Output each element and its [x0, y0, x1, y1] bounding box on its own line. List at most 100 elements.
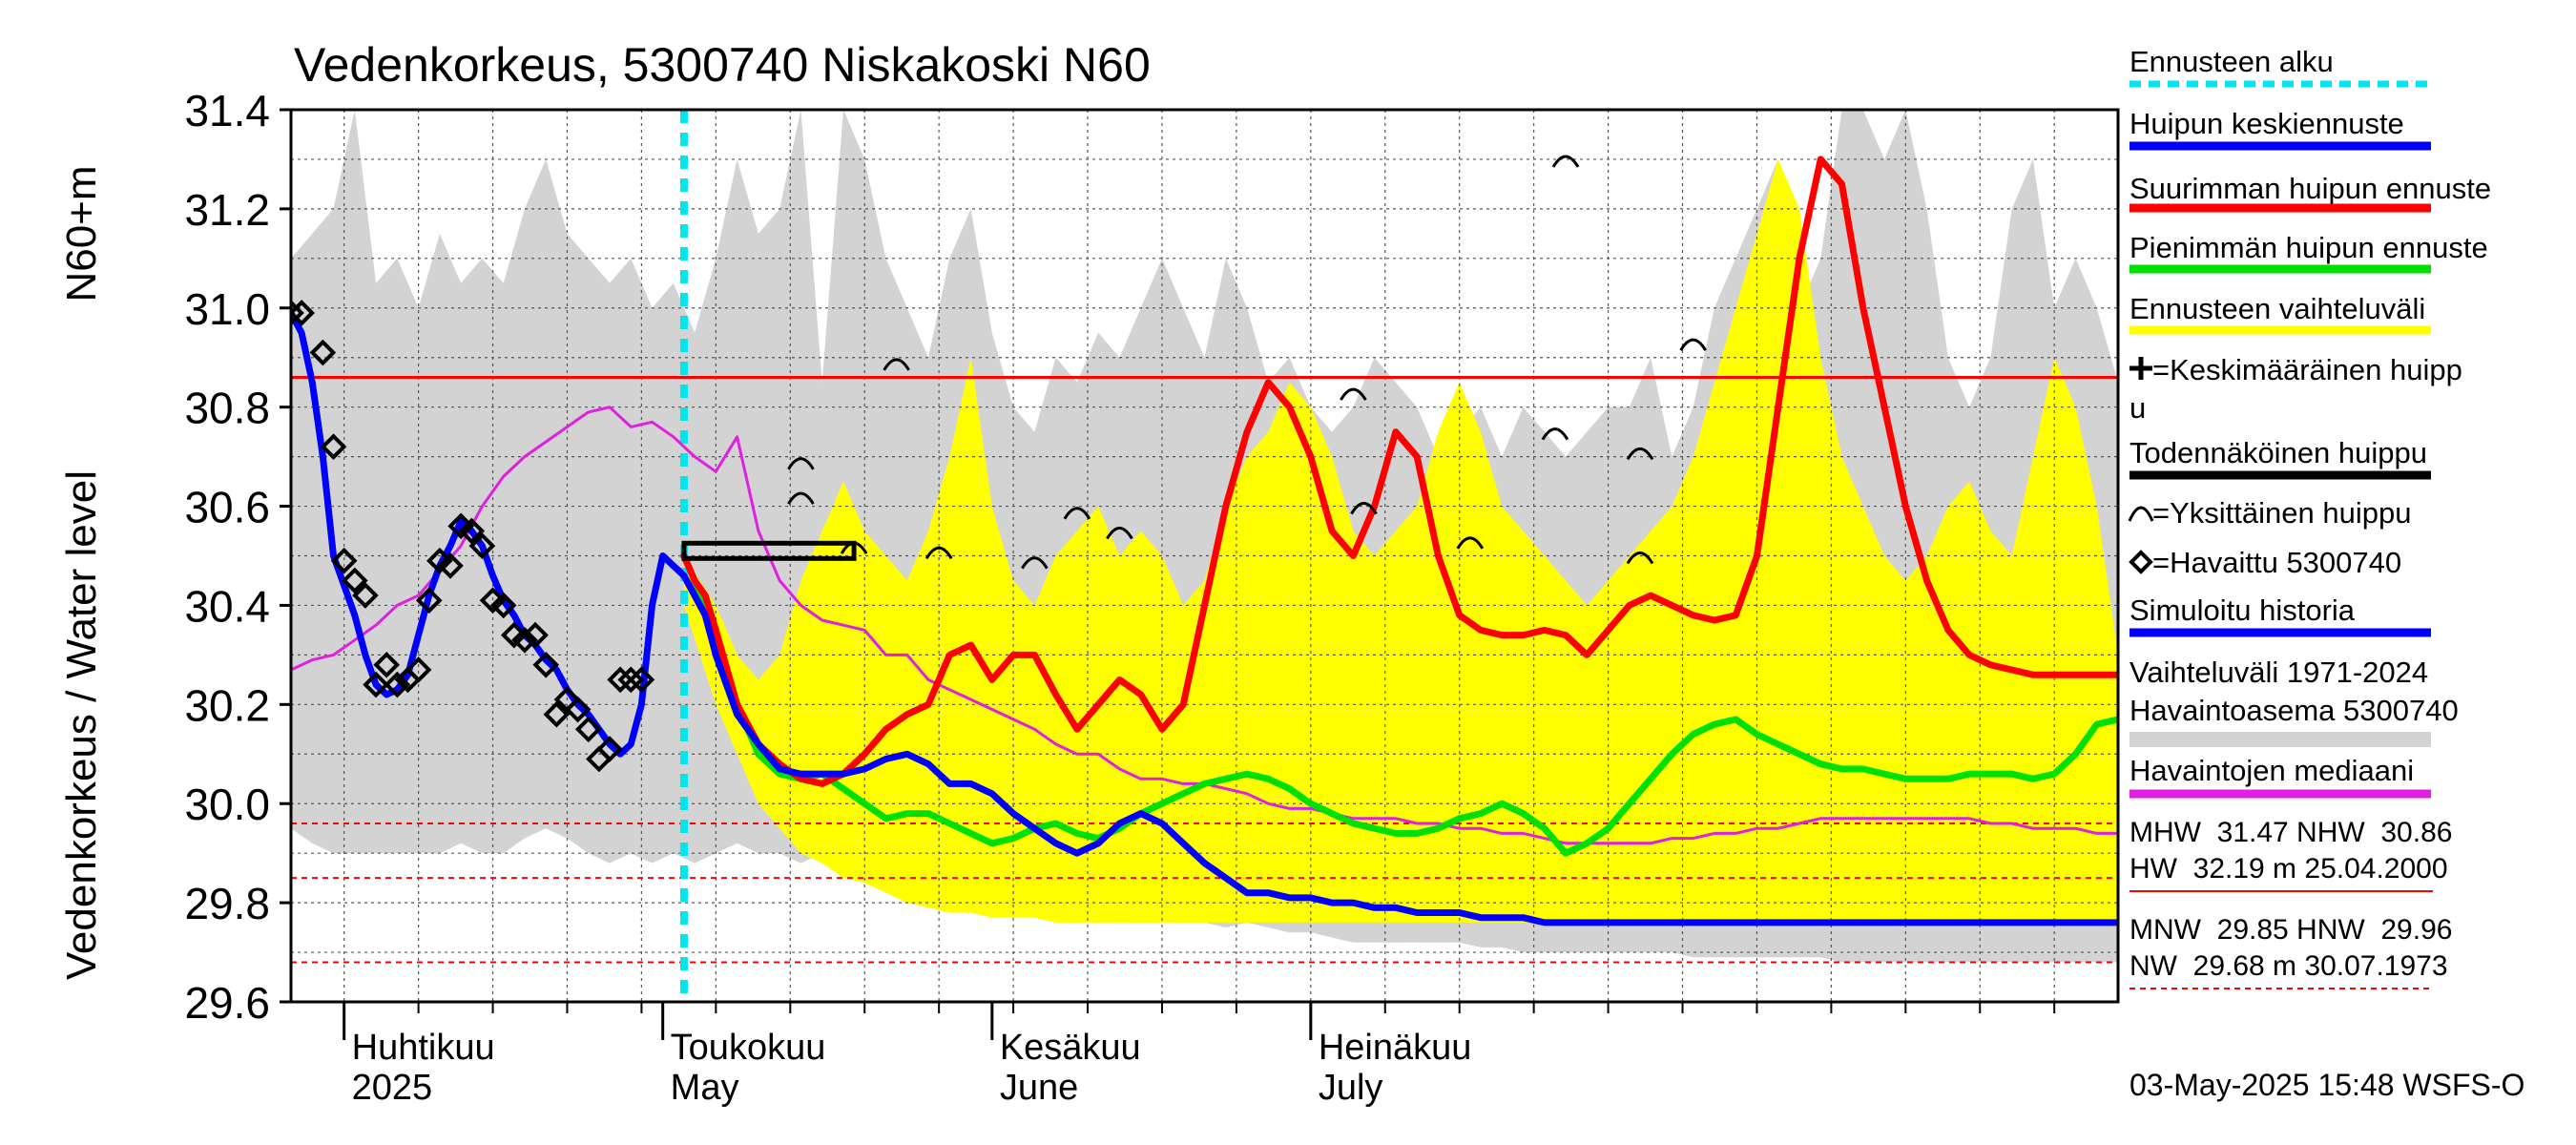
month-label-fi: Heinäkuu [1319, 1028, 1472, 1068]
legend-label: Simuloitu historia [2129, 593, 2356, 627]
y-tick-label: 30.4 [184, 581, 270, 631]
stats-block: MHW 31.47 NHW 30.86 HW 32.19 m 25.04.200… [2129, 817, 2452, 989]
observed-point [291, 300, 304, 326]
y-axis-label-right: N60+m [58, 165, 105, 302]
y-tick-label: 31.0 [184, 284, 270, 334]
chart-title: Vedenkorkeus, 5300740 Niskakoski N60 [294, 38, 1151, 92]
observed-point [341, 567, 368, 594]
probable-peak-bar [681, 540, 857, 561]
stats-line-4: NW 29.68 m 30.07.1973 [2129, 950, 2448, 982]
legend-label: Vaihteluväli 1971-2024 [2129, 656, 2428, 689]
month-label-fi: Toukokuu [671, 1028, 826, 1068]
y-tick-label: 30.6 [184, 483, 270, 532]
observed-point [628, 666, 655, 694]
y-axis-ticks: 29.6 29.8 30.0 30.2 30.4 30.6 30.8 31.0 31.2 31.4 [184, 86, 291, 1028]
individual-peak-marker [1456, 536, 1485, 550]
y-axis-label-left: Vedenkorkeus / Water level [58, 470, 105, 980]
observed-point [363, 671, 389, 698]
legend-label: =Yksittäinen huippu [2152, 496, 2411, 530]
month-label-en: 2025 [352, 1068, 433, 1108]
series-pienimm-n-huipun-ennuste [680, 552, 2118, 857]
observed-point [543, 700, 571, 728]
probable-peak [681, 540, 857, 561]
individual-peak-marker [1063, 507, 1091, 520]
forecast-range-band [683, 158, 2118, 923]
reference-lines [291, 376, 2118, 964]
plot-area [291, 110, 2118, 1002]
individual-peak-marker [787, 457, 815, 470]
legend-label: Pienimmän huipun ennuste [2129, 231, 2488, 264]
individual-peak-marker [1106, 527, 1133, 540]
grid [291, 110, 2118, 1002]
legend-label: =Havaittu 5300740 [2152, 546, 2401, 579]
observed-point [309, 339, 337, 366]
individual-peak-marker [924, 546, 953, 560]
observed-point [291, 300, 315, 326]
observed-point [468, 532, 496, 559]
month-label-fi: Kesäkuu [1000, 1028, 1141, 1068]
month-label-fi: Huhtikuu [352, 1028, 495, 1068]
y-tick-label: 30.8 [184, 384, 270, 433]
legend-diamond-icon [2129, 550, 2153, 574]
observed-point [437, 552, 464, 579]
legend: Ennusteen alku Huipun keskiennuste Suurimm… [2128, 45, 2491, 799]
legend-label: Huipun keskiennuste [2129, 107, 2404, 140]
individual-peak-marker [787, 491, 815, 505]
legend-label: Todennäköinen huippu [2129, 436, 2427, 469]
y-tick-label: 29.8 [184, 879, 270, 928]
stats-line-3: MNW 29.85 HNW 29.96 [2129, 914, 2452, 946]
observed-point [607, 666, 634, 694]
stats-line-1: MHW 31.47 NHW 30.86 [2129, 817, 2452, 848]
individual-peak-marker [840, 541, 868, 554]
y-tick-label: 31.4 [184, 86, 270, 135]
individual-peak-marker [1626, 447, 1654, 461]
observed-point [320, 433, 347, 461]
individual-peak-marker [1541, 427, 1569, 441]
observed-point [352, 582, 379, 609]
observed-point [458, 517, 486, 545]
legend-swatch [2129, 732, 2431, 747]
month-label-en: June [1000, 1068, 1078, 1108]
observed-point [532, 651, 560, 678]
observed-point [384, 671, 411, 698]
observed-point [330, 547, 358, 574]
series-suurimman-huipun-ennuste [680, 156, 2118, 787]
observed-point [564, 696, 592, 723]
y-tick-label: 30.0 [184, 780, 270, 829]
individual-peak-marker [1350, 502, 1378, 515]
month-label-en: July [1319, 1068, 1383, 1108]
observed-point [511, 626, 538, 654]
y-tick-label: 31.2 [184, 185, 270, 235]
legend-label: Havaintojen mediaani [2129, 754, 2414, 787]
legend-label-2: u [2129, 391, 2146, 425]
individual-peak-marker [1021, 556, 1049, 570]
month-label-en: May [671, 1068, 739, 1108]
observed-point [489, 592, 517, 619]
stats-line-2: HW 32.19 m 25.04.2000 [2129, 853, 2448, 885]
individual-peak-marker [1626, 552, 1654, 565]
observed-point [617, 666, 645, 694]
y-tick-label: 30.2 [184, 680, 270, 730]
observed-point [522, 621, 549, 649]
legend-label: Ennusteen vaihteluväli [2129, 292, 2425, 325]
individual-peak-marker [1679, 338, 1707, 351]
legend-label-2: Havaintoasema 5300740 [2129, 694, 2459, 727]
timestamp: 03-May-2025 15:48 WSFS-O [2129, 1068, 2524, 1102]
legend-label: Suurimman huipun ennuste [2129, 172, 2491, 205]
legend-label: Ennusteen alku [2129, 45, 2334, 78]
observed-point [373, 651, 401, 678]
plot-frame [289, 108, 2120, 1004]
individual-peaks [787, 155, 1707, 570]
individual-peak-marker [1551, 155, 1580, 168]
y-tick-label: 29.6 [184, 978, 270, 1028]
individual-peak-marker [883, 358, 910, 371]
observed-point [574, 716, 602, 743]
observed-points [291, 300, 655, 773]
legend-arc-icon [2128, 506, 2154, 522]
individual-peak-marker [1340, 387, 1367, 401]
legend-plus-icon [2129, 357, 2152, 380]
observed-point [415, 587, 443, 614]
observed-point [596, 736, 623, 762]
